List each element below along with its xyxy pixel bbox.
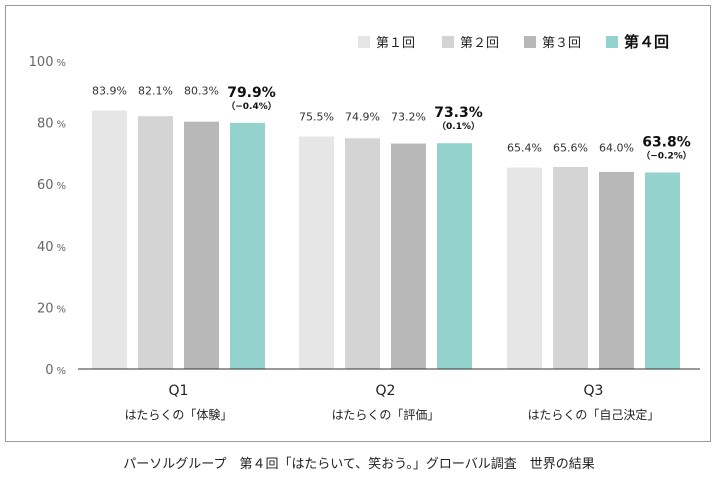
y-tick-unit: % [56, 58, 66, 69]
value-label: 82.1% [138, 85, 173, 98]
bar [299, 136, 334, 369]
bar [345, 138, 380, 369]
value-label: 65.4% [507, 142, 542, 155]
value-label: 64.0% [599, 142, 634, 155]
diff-label: （−0.4%） [226, 101, 277, 112]
bar [437, 143, 472, 369]
y-tick-label: 20% [37, 301, 66, 316]
legend-label: 第４回 [624, 33, 669, 51]
legend-label: 第２回 [460, 36, 499, 51]
category-sublabel: はたらくの「自己決定」 [528, 407, 660, 422]
bars [92, 110, 680, 370]
diff-label: （−0.2%） [641, 150, 692, 161]
value-label: 65.6% [553, 142, 588, 155]
value-label: 79.9% [227, 85, 276, 101]
y-tick-unit: % [56, 120, 66, 131]
category-label: Q3 [584, 383, 604, 399]
bar [599, 171, 634, 369]
legend-swatch [442, 36, 454, 48]
x-axis-categories: Q1 はたらくの「体験」 Q2 はたらくの「評価」 Q3 はたらくの「自己決定」 [125, 383, 660, 422]
y-tick-label: 80% [37, 117, 66, 132]
value-label: 80.3% [184, 85, 219, 98]
y-tick-unit: % [56, 366, 66, 377]
bar-chart: 0 % 20 % 40 % 60 % 80 % 100% 第１回 第２回 第３回 第４回 83.9% 82.… [29, 33, 700, 422]
category-label: Q1 [169, 383, 189, 399]
value-label: 63.8% [642, 134, 691, 150]
value-labels: 83.9% 82.1% 80.3% 79.9%（−0.4%） 75.5% 74.9% 73.… [92, 85, 692, 162]
y-tick-unit: % [56, 304, 66, 315]
legend-swatch [606, 36, 618, 48]
y-tick-label: 60% [37, 178, 66, 193]
value-label: 75.5% [299, 110, 334, 123]
y-axis: 0 % 20 % 40 % 60 % 80 % 100% [29, 55, 66, 378]
category-label: Q2 [376, 383, 396, 399]
category-sublabel: はたらくの「体験」 [125, 407, 233, 422]
legend-swatch [358, 36, 370, 48]
value-label: 83.9% [92, 85, 127, 98]
legend: 第１回 第２回 第３回 第４回 [358, 33, 669, 51]
value-label: 73.3% [434, 105, 483, 121]
value-label: 73.2% [391, 110, 426, 123]
chart-caption: パーソルグループ 第４回「はたらいて、笑おう。」グローバル調査 世界の結果 [123, 457, 595, 472]
bar [645, 172, 680, 369]
value-label: 74.9% [345, 110, 380, 123]
bar [507, 167, 542, 369]
y-tick-unit: % [56, 181, 66, 192]
legend-swatch [524, 36, 536, 48]
bar [391, 143, 426, 369]
category-sublabel: はたらくの「評価」 [332, 407, 440, 422]
bar [184, 121, 219, 370]
y-tick-label: 100% [29, 55, 66, 70]
legend-label: 第３回 [542, 36, 581, 51]
y-tick-label: 0% [45, 363, 66, 378]
bar [230, 122, 265, 370]
bar [138, 116, 173, 369]
legend-label: 第１回 [376, 36, 415, 51]
diff-label: （0.1%） [437, 121, 480, 132]
bar [92, 110, 127, 369]
y-tick-unit: % [56, 243, 66, 254]
bar [553, 166, 588, 369]
y-tick-label: 40% [37, 240, 66, 255]
